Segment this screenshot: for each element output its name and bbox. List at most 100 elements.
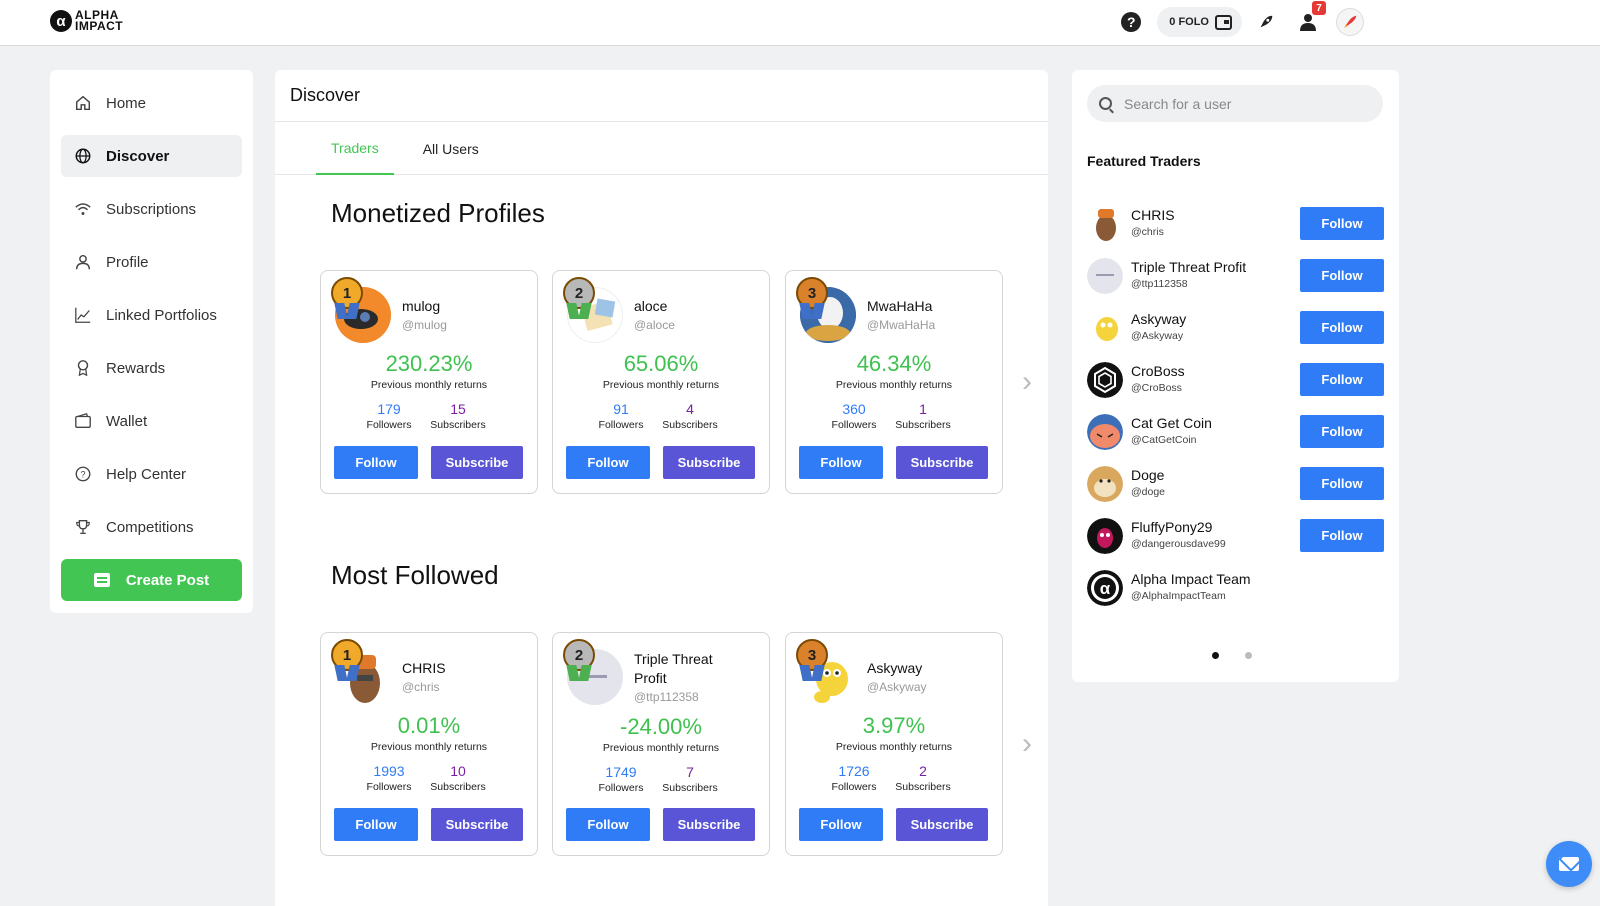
user-avatar-button[interactable] xyxy=(1332,7,1368,37)
trader-name[interactable]: Cat Get Coin xyxy=(1131,415,1212,431)
trader-name[interactable]: FluffyPony29 xyxy=(1131,519,1213,535)
sidebar-item-competitions[interactable]: Competitions xyxy=(61,506,242,548)
sidebar-item-discover[interactable]: Discover xyxy=(61,135,242,177)
follow-button[interactable]: Follow xyxy=(1300,519,1384,552)
sidebar-item-rewards[interactable]: Rewards xyxy=(61,347,242,389)
trader-name[interactable]: aloce xyxy=(634,298,668,314)
trader-handle: @AlphaImpactTeam xyxy=(1131,590,1226,602)
ribbon-icon xyxy=(565,303,593,317)
help-circle-icon: ? xyxy=(73,464,93,484)
monthly-return: 230.23% xyxy=(385,351,473,376)
featured-traders-title: Featured Traders xyxy=(1087,153,1201,169)
follow-button[interactable]: Follow xyxy=(566,446,650,479)
next-chevron-icon[interactable]: › xyxy=(1022,365,1032,398)
followers-count: 360 xyxy=(842,401,866,417)
subscribe-button[interactable]: Subscribe xyxy=(896,446,988,479)
user-search[interactable] xyxy=(1087,85,1383,122)
subscribers-stat: 1 Subscribers xyxy=(893,401,953,431)
avatar[interactable] xyxy=(1087,258,1123,294)
follow-button[interactable]: Follow xyxy=(1300,415,1384,448)
subscribe-button[interactable]: Subscribe xyxy=(896,808,988,841)
avatar[interactable] xyxy=(1087,466,1123,502)
subscribers-count: 10 xyxy=(450,763,466,779)
avatar[interactable] xyxy=(1087,206,1123,242)
card-header: 2 xyxy=(563,277,763,345)
help-icon[interactable]: ? xyxy=(1121,12,1142,32)
returns-label: Previous monthly returns xyxy=(370,741,488,753)
sidebar-item-profile[interactable]: Profile xyxy=(61,241,242,283)
header-actions: ? 0 FOLO 7 xyxy=(1121,1,1368,37)
svg-text:α: α xyxy=(1100,579,1111,598)
trader-name[interactable]: CHRIS xyxy=(1131,207,1175,223)
trader-name[interactable]: CHRIS xyxy=(402,660,446,676)
trader-name[interactable]: Triple Threat Profit xyxy=(1131,259,1247,275)
monthly-return: 3.97% xyxy=(862,713,926,738)
search-input[interactable] xyxy=(1124,95,1354,112)
alpha-impact-logo[interactable]: α ALPHA IMPACT xyxy=(50,9,124,33)
sidebar-item-linked-portfolios[interactable]: Linked Portfolios xyxy=(61,294,242,336)
follow-button[interactable]: Follow xyxy=(1300,467,1384,500)
sidebar-item-label: Home xyxy=(106,94,147,112)
logo-mark: α xyxy=(50,10,72,32)
monthly-return: 0.01% xyxy=(397,713,461,738)
featured-trader-row: CHRIS @chris Follow xyxy=(1087,204,1384,244)
sidebar-item-label: Linked Portfolios xyxy=(106,306,217,324)
card-header: 3 xyxy=(796,277,996,345)
subscribe-button[interactable]: Subscribe xyxy=(431,808,523,841)
sidebar-item-label: Rewards xyxy=(106,359,166,377)
folo-balance-button[interactable]: 0 FOLO xyxy=(1157,7,1242,37)
sidebar-item-label: Wallet xyxy=(106,412,148,430)
sidebar-item-wallet[interactable]: Wallet xyxy=(61,400,242,442)
follow-button[interactable]: Follow xyxy=(566,808,650,841)
discover-panel: Discover Traders All Users Monetized Pro… xyxy=(275,70,1048,906)
sidebar-item-home[interactable]: Home xyxy=(61,82,242,124)
monetized-card: 3 MwaHaHa @MwaHaHa 46.34% Previous month… xyxy=(785,270,1003,494)
pagination-dot[interactable] xyxy=(1245,652,1252,659)
follow-button[interactable]: Follow xyxy=(799,808,883,841)
avatar[interactable] xyxy=(1087,310,1123,346)
card-header: 2 xyxy=(563,639,763,707)
subscribe-button[interactable]: Subscribe xyxy=(663,446,755,479)
logo-line-2: IMPACT xyxy=(75,19,124,33)
trader-name[interactable]: Alpha Impact Team xyxy=(1131,571,1251,587)
rank-number: 1 xyxy=(342,646,352,664)
sidebar-item-help-center[interactable]: ? Help Center xyxy=(61,453,242,495)
rocket-icon[interactable] xyxy=(1248,7,1284,37)
follow-button[interactable]: Follow xyxy=(1300,311,1384,344)
follow-button[interactable]: Follow xyxy=(799,446,883,479)
notifications-button[interactable]: 7 xyxy=(1290,1,1326,37)
follow-button[interactable]: Follow xyxy=(1300,259,1384,292)
followers-stat: 360 Followers xyxy=(824,401,884,431)
follow-button[interactable]: Follow xyxy=(1300,207,1384,240)
monthly-return: 46.34% xyxy=(856,351,932,376)
followers-count: 91 xyxy=(613,401,629,417)
chat-button[interactable] xyxy=(1546,841,1592,887)
trader-name[interactable]: Askyway xyxy=(1131,311,1187,327)
trader-name[interactable]: CroBoss xyxy=(1131,363,1185,379)
tab-traders[interactable]: Traders xyxy=(316,122,394,175)
subscribe-button[interactable]: Subscribe xyxy=(431,446,523,479)
follow-button[interactable]: Follow xyxy=(334,446,418,479)
trader-name[interactable]: MwaHaHa xyxy=(867,298,933,314)
avatar[interactable]: α xyxy=(1087,570,1123,606)
next-chevron-icon[interactable]: › xyxy=(1022,727,1032,760)
trader-name[interactable]: Doge xyxy=(1131,467,1165,483)
trader-name[interactable]: Triple Threat Profit xyxy=(634,651,713,686)
pagination-dot[interactable] xyxy=(1212,652,1219,659)
most-followed-card: 3 Askyway @Askyway 3.97% Previous monthl… xyxy=(785,632,1003,856)
follow-button[interactable]: Follow xyxy=(1300,363,1384,396)
trader-name[interactable]: Askyway xyxy=(867,660,923,676)
avatar[interactable] xyxy=(1087,414,1123,450)
featured-trader-row: α Alpha Impact Team @AlphaImpactTeam xyxy=(1087,568,1384,608)
subscribers-stat: 7 Subscribers xyxy=(660,764,720,794)
avatar[interactable] xyxy=(1087,362,1123,398)
monthly-return: -24.00% xyxy=(620,714,702,739)
sidebar-item-subscriptions[interactable]: Subscriptions xyxy=(61,188,242,230)
create-post-button[interactable]: Create Post xyxy=(61,559,242,601)
avatar[interactable] xyxy=(1087,518,1123,554)
trader-name[interactable]: mulog xyxy=(402,298,441,314)
subscribers-stat: 10 Subscribers xyxy=(428,763,488,793)
follow-button[interactable]: Follow xyxy=(334,808,418,841)
tab-all-users[interactable]: All Users xyxy=(422,140,479,157)
subscribe-button[interactable]: Subscribe xyxy=(663,808,755,841)
